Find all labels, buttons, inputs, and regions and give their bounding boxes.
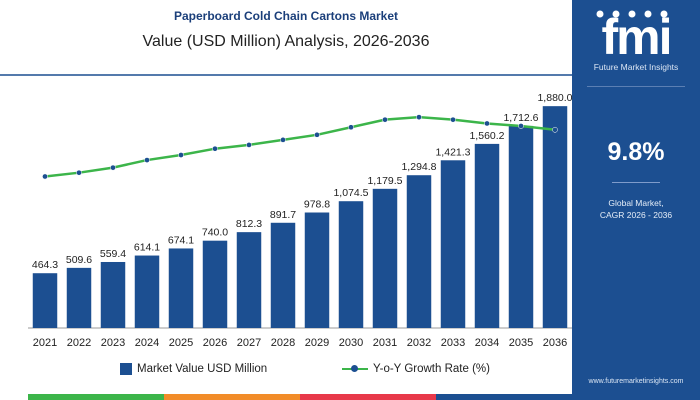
x-tick-2024: 2024 [135,337,159,349]
legend-line-swatch [342,364,368,374]
bar-2035 [508,125,534,328]
growth-point-2033 [450,116,456,123]
panel-divider [587,86,685,87]
x-tick-2030: 2030 [339,337,363,349]
bar-2034 [474,143,500,328]
growth-point-2030 [348,124,354,131]
bar-label-2036: 1,880.0 [537,92,572,104]
bar-2027 [236,232,262,328]
strip-segment-orange [164,394,300,400]
x-tick-2021: 2021 [33,337,57,349]
x-tick-2031: 2031 [373,337,397,349]
bar-2029 [304,212,330,328]
bar-label-2022: 509.6 [66,254,92,266]
growth-point-2026 [212,145,218,152]
bar-2031 [372,188,398,328]
cagr-divider [612,182,660,183]
strip-segment-red [300,394,436,400]
growth-point-2029 [314,131,320,138]
svg-text:fmi: fmi [602,9,671,65]
legend-line-label: Y-o-Y Growth Rate (%) [373,363,490,375]
bar-label-2032: 1,294.8 [401,161,436,173]
x-tick-2032: 2032 [407,337,431,349]
growth-point-2021 [42,173,48,180]
growth-point-2025 [178,152,184,158]
legend-bar-swatch [120,363,132,375]
legend-bar-label: Market Value USD Million [137,363,268,375]
legend-bar: Market Value USD Million [120,363,267,375]
cagr-value: 9.8% [607,138,665,166]
x-tick-2028: 2028 [271,337,295,349]
bar-2028 [270,222,296,328]
side-panel: fmi Future Market Insights 9.8% Global M… [572,0,700,400]
bar-2036 [542,106,568,328]
x-tick-2027: 2027 [237,337,261,349]
x-tick-2029: 2029 [305,337,329,349]
x-tick-2022: 2022 [67,337,91,349]
growth-point-2035 [518,123,524,129]
x-tick-2035: 2035 [509,337,533,349]
logo-subtitle: Future Market Insights [593,62,679,72]
bar-label-2024: 614.1 [134,242,160,254]
cagr-label-line1: Global Market, [608,198,664,208]
bar-label-2035: 1,712.6 [503,112,538,124]
bar-label-2023: 559.4 [100,248,126,260]
bar-label-2029: 978.8 [304,199,330,211]
bar-label-2021: 464.3 [32,259,58,271]
bar-2021 [32,273,58,328]
bar-label-2030: 1,074.5 [333,187,368,199]
bar-label-2033: 1,421.3 [435,146,470,158]
strip-segment-green [28,394,164,400]
x-tick-2036: 2036 [543,337,567,349]
growth-point-2027 [246,142,252,148]
strip-segment-blue [436,394,572,400]
chart-plot: 464.3 2021 509.6 2022 559.4 2023 614.1 2024 674.… [0,74,572,349]
growth-point-2023 [110,164,116,171]
bar-label-2028: 891.7 [270,209,296,221]
bar-label-2027: 812.3 [236,218,262,230]
x-tick-2026: 2026 [203,337,227,349]
chart-subtitle: Value (USD Million) Analysis, 2026-2036 [142,33,430,50]
legend-line: Y-o-Y Growth Rate (%) [342,363,490,375]
bar-2033 [440,160,466,328]
cagr-label-line2: CAGR 2026 - 2036 [599,210,673,220]
fmi-logo: fmi [596,9,673,65]
growth-rate-line [44,115,556,178]
bar-2030 [338,201,364,328]
growth-point-2028 [280,137,286,143]
growth-point-2022 [76,169,82,176]
growth-point-2031 [382,116,388,123]
bar-label-2025: 674.1 [168,234,194,246]
growth-point-2032 [416,114,422,120]
growth-point-2036 [552,126,558,133]
bar-2022 [66,267,92,328]
bar-label-2026: 740.0 [202,227,228,239]
chart-area: Paperboard Cold Chain Cartons Market Val… [0,9,572,400]
chart-title: Paperboard Cold Chain Cartons Market [173,9,399,23]
bottom-color-strip [28,394,572,400]
website-link[interactable]: www.futuremarketinsights.com [588,378,684,385]
x-tick-2033: 2033 [441,337,465,349]
bar-2023 [100,261,126,328]
bar-2026 [202,240,228,328]
x-tick-2023: 2023 [101,337,125,349]
bar-2025 [168,248,194,328]
bar-2024 [134,255,160,328]
bar-label-2031: 1,179.5 [367,175,402,187]
growth-point-2034 [484,120,490,127]
bar-label-2034: 1,560.2 [469,130,504,142]
x-tick-2025: 2025 [169,337,193,349]
x-tick-2034: 2034 [475,337,499,349]
growth-point-2024 [144,157,150,163]
bar-2032 [406,175,432,328]
